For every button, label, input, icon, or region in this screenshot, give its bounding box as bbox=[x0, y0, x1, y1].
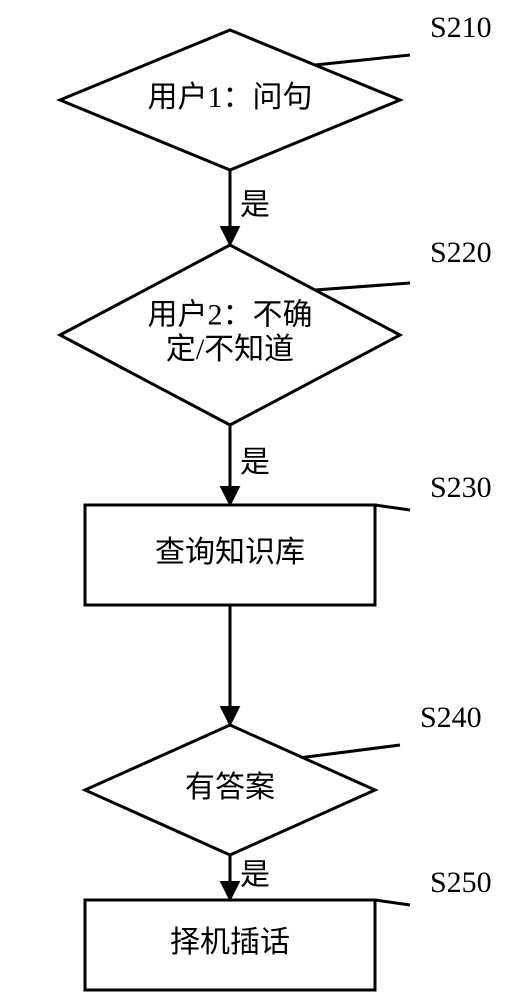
callout-label-s240: S240 bbox=[420, 701, 482, 734]
node-s220-text-0: 用户2：不确 bbox=[148, 299, 313, 332]
edge-label-s220-s230: 是 bbox=[240, 446, 270, 479]
callout-label-s230: S230 bbox=[430, 471, 492, 504]
callout-label-s210: S210 bbox=[430, 11, 492, 44]
callout-lead-s240 bbox=[303, 745, 401, 758]
callout-lead-s230 bbox=[375, 505, 410, 510]
edge-label-s240-s250: 是 bbox=[240, 858, 270, 891]
node-s240-text-0: 有答案 bbox=[185, 771, 275, 804]
callout-lead-s220 bbox=[315, 283, 410, 290]
node-s250-text-0: 择机插话 bbox=[170, 926, 290, 959]
node-s220-text-1: 定/不知道 bbox=[166, 333, 294, 366]
callout-lead-s250 bbox=[375, 900, 410, 905]
callout-lead-s210 bbox=[315, 55, 410, 65]
node-s230-text-0: 查询知识库 bbox=[155, 536, 305, 569]
callout-label-s220: S220 bbox=[430, 236, 492, 269]
callout-label-s250: S250 bbox=[430, 866, 492, 899]
flowchart-canvas: 是是是用户1：问句用户2：不确定/不知道查询知识库有答案择机插话S210S220… bbox=[0, 0, 531, 1000]
node-s210-text-0: 用户1：问句 bbox=[148, 81, 313, 114]
edge-label-s210-s220: 是 bbox=[240, 188, 270, 221]
